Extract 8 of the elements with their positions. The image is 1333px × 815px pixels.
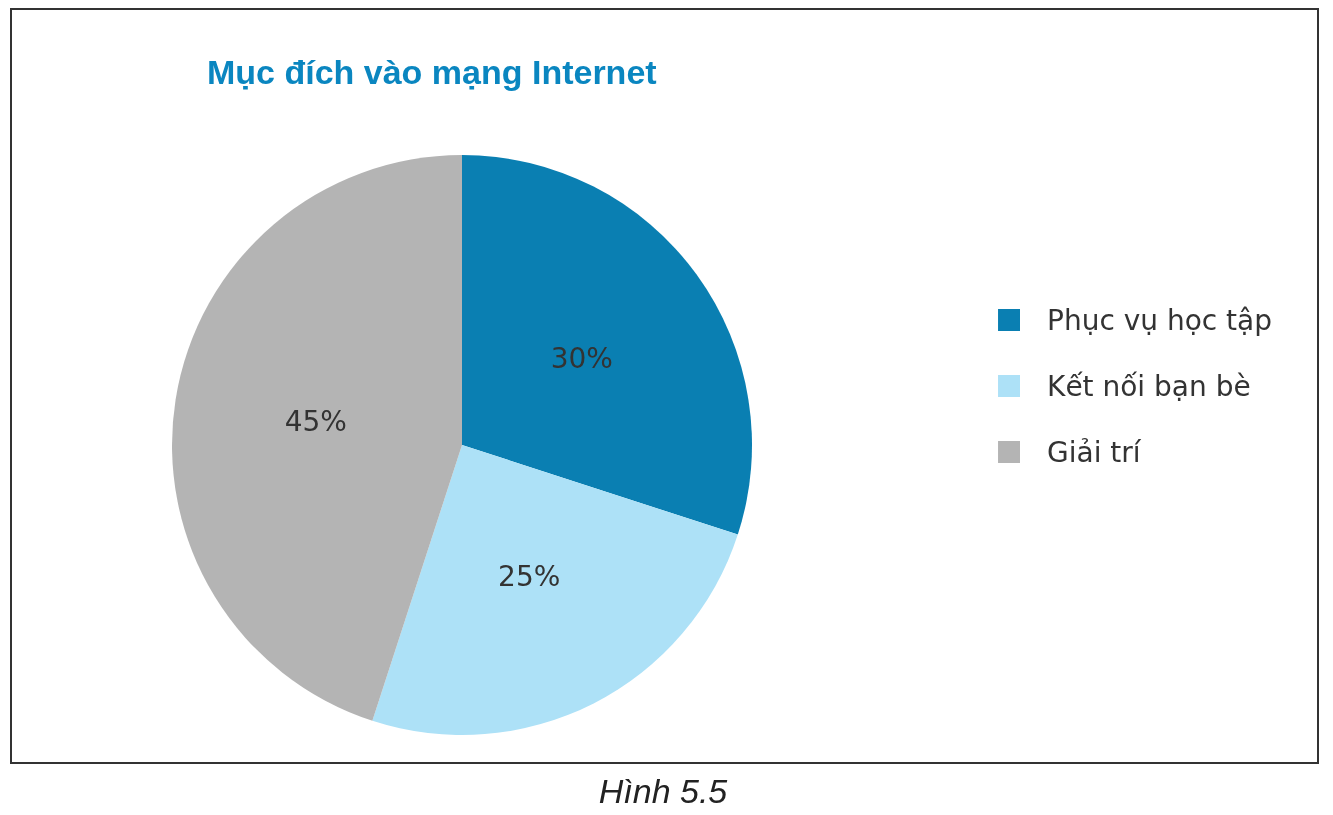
legend-label: Kết nối bạn bè [1047, 369, 1251, 403]
chart-title: Mục đích vào mạng Internet [207, 53, 657, 91]
data-label: 30% [550, 341, 613, 375]
legend-label: Giải trí [1047, 435, 1142, 469]
data-label: 25% [498, 560, 561, 594]
legend-label: Phục vụ học tập [1047, 303, 1273, 337]
text: Hình 5.5 [597, 772, 729, 811]
data-label: 45% [284, 405, 347, 439]
